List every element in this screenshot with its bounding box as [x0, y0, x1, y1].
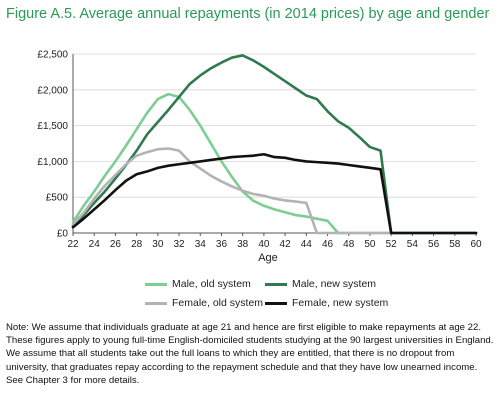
- x-tick-label: 22: [67, 239, 79, 250]
- series-lines: [71, 54, 478, 235]
- x-tick-label: 58: [449, 239, 461, 250]
- figure-title: Figure A.5. Average annual repayments (i…: [6, 6, 490, 22]
- x-tick-label: 30: [152, 239, 164, 250]
- y-tick-label: £1,500: [37, 121, 68, 132]
- x-tick-label: 54: [407, 239, 419, 250]
- tick-labels: £0 £500 £1,000 £1,500 £2,000 £2,500 22 24 26 28 30…: [37, 50, 482, 251]
- y-tick-label: £500: [46, 193, 69, 204]
- x-axis-label: Age: [258, 252, 278, 264]
- x-tick-label: 56: [428, 239, 440, 250]
- gridlines: [73, 53, 476, 198]
- y-tick-label: £2,500: [37, 50, 68, 61]
- x-tick-label: 46: [322, 239, 334, 250]
- x-tick-label: 48: [343, 239, 355, 250]
- x-tick-label: 52: [386, 239, 398, 250]
- x-tick-label: 44: [301, 239, 313, 250]
- x-tick-label: 26: [110, 239, 122, 250]
- x-tick-label: 36: [216, 239, 228, 250]
- series-line-1: [71, 92, 478, 235]
- x-tick-label: 42: [280, 239, 292, 250]
- x-tick-label: 34: [195, 239, 207, 250]
- x-tick-label: 50: [364, 239, 376, 250]
- x-tick-label: 24: [89, 239, 101, 250]
- x-tick-label: 40: [258, 239, 270, 250]
- x-tick-label: 28: [131, 239, 143, 250]
- chart-note: Note: We assume that individuals graduat…: [6, 322, 494, 386]
- series-line-2: [71, 54, 478, 235]
- x-tick-label: 32: [173, 239, 185, 250]
- x-tick-label: 60: [470, 239, 482, 250]
- x-tick-label: 38: [237, 239, 249, 250]
- series-line-4: [71, 152, 478, 235]
- y-tick-label: £2,000: [37, 85, 68, 96]
- y-tick-label: £1,000: [37, 157, 68, 168]
- y-tick-label: £0: [57, 229, 69, 240]
